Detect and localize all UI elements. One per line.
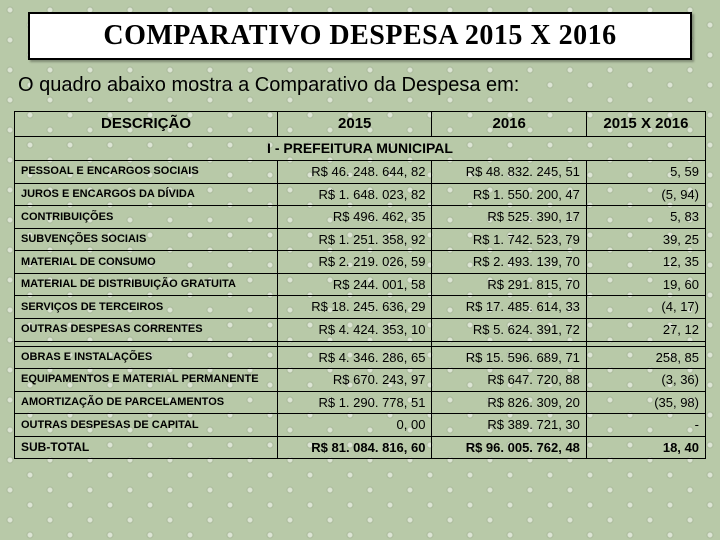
cell-2016: R$ 389. 721, 30 [432,414,586,437]
cell-pct: (5, 94) [586,183,705,206]
intro-text: O quadro abaixo mostra a Comparativo da … [18,74,706,97]
cell-pct: (3, 36) [586,369,705,392]
cell-pct: 258, 85 [586,346,705,369]
cell-pct: 19, 60 [586,273,705,296]
cell-2016: R$ 1. 742. 523, 79 [432,228,586,251]
row-label: AMORTIZAÇÃO DE PARCELAMENTOS [15,391,278,414]
cell-2015: R$ 46. 248. 644, 82 [278,161,432,184]
row-label: CONTRIBUIÇÕES [15,206,278,229]
table-row: SUBVENÇÕES SOCIAISR$ 1. 251. 358, 92R$ 1… [15,228,706,251]
page-title: COMPARATIVO DESPESA 2015 X 2016 [40,20,680,52]
table-row: SERVIÇOS DE TERCEIROSR$ 18. 245. 636, 29… [15,296,706,319]
cell-pct: 12, 35 [586,251,705,274]
cell-pct: 5, 83 [586,206,705,229]
cell-2016: R$ 96. 005. 762, 48 [432,436,586,459]
cell-2015: R$ 670. 243, 97 [278,369,432,392]
header-row: DESCRIÇÃO 2015 2016 2015 X 2016 [15,112,706,137]
cell-2015: R$ 81. 084. 816, 60 [278,436,432,459]
row-label: MATERIAL DE CONSUMO [15,251,278,274]
row-label: SERVIÇOS DE TERCEIROS [15,296,278,319]
cell-2015: R$ 1. 290. 778, 51 [278,391,432,414]
cell-2016: R$ 17. 485. 614, 33 [432,296,586,319]
row-label: JUROS E ENCARGOS DA DÍVIDA [15,183,278,206]
row-label: PESSOAL E ENCARGOS SOCIAIS [15,161,278,184]
row-label: EQUIPAMENTOS E MATERIAL PERMANENTE [15,369,278,392]
expense-table: DESCRIÇÃO 2015 2016 2015 X 2016 I - PREF… [14,111,706,459]
cell-pct: 39, 25 [586,228,705,251]
cell-2016: R$ 525. 390, 17 [432,206,586,229]
cell-2015: R$ 244. 001, 58 [278,273,432,296]
cell-2016: R$ 647. 720, 88 [432,369,586,392]
table-row: EQUIPAMENTOS E MATERIAL PERMANENTER$ 670… [15,369,706,392]
cell-2015: R$ 4. 424. 353, 10 [278,318,432,341]
cell-2016: R$ 2. 493. 139, 70 [432,251,586,274]
cell-2015: R$ 2. 219. 026, 59 [278,251,432,274]
row-label: OUTRAS DESPESAS DE CAPITAL [15,414,278,437]
col-pct: 2015 X 2016 [586,112,705,137]
cell-pct: (35, 98) [586,391,705,414]
table-row: PESSOAL E ENCARGOS SOCIAISR$ 46. 248. 64… [15,161,706,184]
cell-2015: R$ 4. 346. 286, 65 [278,346,432,369]
cell-2015: R$ 496. 462, 35 [278,206,432,229]
cell-2016: R$ 48. 832. 245, 51 [432,161,586,184]
table-row: OUTRAS DESPESAS DE CAPITAL0, 00R$ 389. 7… [15,414,706,437]
subtotal-row: SUB-TOTALR$ 81. 084. 816, 60R$ 96. 005. … [15,436,706,459]
section-header: I - PREFEITURA MUNICIPAL [15,137,706,161]
cell-pct: 27, 12 [586,318,705,341]
col-2015: 2015 [278,112,432,137]
cell-2015: R$ 1. 648. 023, 82 [278,183,432,206]
table-row: AMORTIZAÇÃO DE PARCELAMENTOSR$ 1. 290. 7… [15,391,706,414]
cell-pct: 5, 59 [586,161,705,184]
col-desc: DESCRIÇÃO [15,112,278,137]
table-row: JUROS E ENCARGOS DA DÍVIDAR$ 1. 648. 023… [15,183,706,206]
cell-pct: 18, 40 [586,436,705,459]
cell-2016: R$ 5. 624. 391, 72 [432,318,586,341]
cell-2015: 0, 00 [278,414,432,437]
cell-pct: (4, 17) [586,296,705,319]
cell-2016: R$ 15. 596. 689, 71 [432,346,586,369]
row-label: OBRAS E INSTALAÇÕES [15,346,278,369]
table-row: MATERIAL DE DISTRIBUIÇÃO GRATUITAR$ 244.… [15,273,706,296]
table-row: OBRAS E INSTALAÇÕESR$ 4. 346. 286, 65R$ … [15,346,706,369]
table-row: MATERIAL DE CONSUMOR$ 2. 219. 026, 59R$ … [15,251,706,274]
cell-2016: R$ 826. 309, 20 [432,391,586,414]
cell-2015: R$ 1. 251. 358, 92 [278,228,432,251]
section-header-row: I - PREFEITURA MUNICIPAL [15,137,706,161]
table-row: OUTRAS DESPESAS CORRENTESR$ 4. 424. 353,… [15,318,706,341]
row-label: MATERIAL DE DISTRIBUIÇÃO GRATUITA [15,273,278,296]
cell-2016: R$ 291. 815, 70 [432,273,586,296]
table-row: CONTRIBUIÇÕESR$ 496. 462, 35R$ 525. 390,… [15,206,706,229]
cell-2016: R$ 1. 550. 200, 47 [432,183,586,206]
row-label: SUBVENÇÕES SOCIAIS [15,228,278,251]
col-2016: 2016 [432,112,586,137]
cell-pct: - [586,414,705,437]
title-box: COMPARATIVO DESPESA 2015 X 2016 [28,12,692,60]
row-label: OUTRAS DESPESAS CORRENTES [15,318,278,341]
cell-2015: R$ 18. 245. 636, 29 [278,296,432,319]
row-label: SUB-TOTAL [15,436,278,459]
